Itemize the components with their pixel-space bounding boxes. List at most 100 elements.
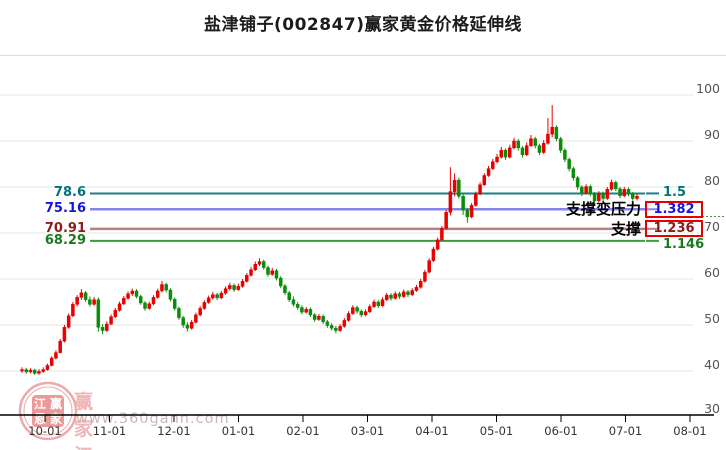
candle-body	[567, 159, 571, 169]
candle-body	[376, 301, 381, 306]
candle-body	[482, 175, 487, 185]
candle-body	[245, 275, 249, 282]
candle-body	[75, 297, 79, 305]
header-separator	[0, 55, 726, 56]
candle-body	[393, 293, 397, 299]
candle-body	[88, 299, 92, 305]
candle-body	[452, 179, 457, 192]
candle-body	[134, 290, 139, 297]
candle-body	[177, 308, 181, 318]
candle-body	[270, 270, 274, 275]
candle-body	[198, 308, 202, 316]
candle-body	[49, 357, 54, 366]
candle-body	[529, 138, 533, 146]
candle-body	[202, 302, 207, 309]
candle-body	[418, 281, 423, 288]
candle-body	[262, 261, 266, 268]
candle-body	[321, 316, 325, 323]
candle-body	[54, 352, 58, 359]
candle-body	[266, 267, 270, 275]
candle-body	[291, 299, 296, 305]
candle-body	[164, 284, 168, 291]
candle-body	[342, 320, 347, 327]
candle-body	[100, 327, 105, 331]
candle-body	[435, 239, 440, 250]
candle-body	[512, 140, 516, 149]
candle-body	[605, 189, 610, 199]
candle-body	[232, 285, 236, 290]
candle-body	[325, 321, 330, 326]
candle-body	[478, 184, 482, 195]
candle-body	[155, 290, 160, 298]
candle-body	[147, 303, 151, 309]
candle-body	[584, 186, 588, 194]
candle-body	[575, 177, 580, 188]
candle-body	[457, 179, 461, 197]
candle-body	[431, 248, 436, 261]
candle-body	[495, 156, 499, 162]
watermark-brand-text: 赢家江恩软件	[74, 391, 97, 450]
candle-body	[351, 307, 355, 314]
candle-body	[181, 317, 185, 326]
candle-body	[635, 195, 639, 199]
candle-body	[414, 287, 419, 291]
candle-body	[597, 193, 601, 202]
candle-body	[554, 126, 559, 139]
candle-body	[312, 314, 317, 320]
candle-body	[308, 309, 313, 316]
candle-body	[130, 290, 135, 294]
candle-body	[206, 297, 211, 303]
candle-body	[508, 147, 512, 158]
candle-body	[249, 269, 253, 276]
candle-body	[550, 126, 554, 135]
candle-body	[380, 299, 385, 306]
candle-body	[83, 292, 88, 300]
candle-body	[45, 365, 50, 370]
candle-body	[614, 182, 618, 190]
candle-body	[631, 193, 635, 199]
candle-body	[58, 340, 62, 353]
candle-body	[283, 285, 287, 294]
candle-body	[372, 301, 376, 307]
candle-body	[185, 324, 190, 329]
candle-body	[71, 304, 75, 317]
candle-body	[143, 302, 147, 309]
candle-body	[622, 189, 627, 196]
candle-body	[444, 212, 448, 229]
candle-body	[465, 209, 470, 218]
candle-body	[168, 289, 173, 300]
candle-body	[79, 292, 84, 298]
candle-body	[66, 315, 71, 328]
candle-body	[609, 182, 614, 190]
candle-body	[537, 145, 542, 153]
candle-body	[139, 296, 143, 304]
candle-body	[62, 327, 67, 342]
candle-body	[346, 313, 351, 321]
candle-body	[588, 186, 593, 195]
candle-body	[516, 140, 520, 149]
candle-body	[558, 138, 563, 151]
candle-body	[423, 271, 427, 282]
candle-body	[215, 294, 219, 299]
candle-body	[257, 261, 262, 265]
candle-body	[219, 293, 224, 299]
candle-body	[626, 189, 631, 195]
candle-body	[96, 299, 101, 328]
candle-body	[105, 323, 109, 331]
candle-body	[287, 292, 291, 300]
candle-body	[563, 149, 567, 160]
candle-body	[211, 294, 215, 299]
candle-body	[329, 325, 334, 329]
candle-body	[580, 186, 584, 194]
candle-body	[122, 298, 126, 305]
candle-body	[592, 193, 597, 202]
candle-body	[228, 285, 232, 289]
candle-body	[491, 161, 495, 169]
candle-body	[389, 294, 393, 299]
candle-body	[20, 369, 24, 372]
candle-body	[486, 168, 491, 176]
svg-text:江: 江	[34, 396, 46, 411]
candle-body	[109, 316, 113, 325]
